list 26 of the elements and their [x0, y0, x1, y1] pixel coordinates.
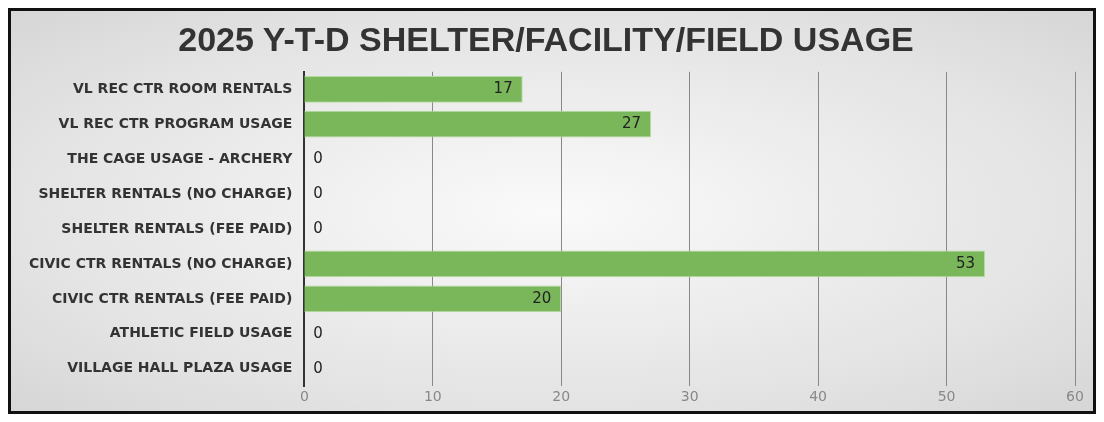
data-label: 0: [313, 358, 323, 377]
y-tick-label: VL REC CTR PROGRAM USAGE: [58, 114, 293, 131]
y-tick-label: SHELTER RENTALS (FEE PAID): [61, 219, 293, 236]
x-tick-label: 60: [1066, 388, 1084, 405]
y-tick-label: SHELTER RENTALS (NO CHARGE): [38, 184, 293, 201]
y-tick-label: VL REC CTR ROOM RENTALS: [72, 79, 293, 96]
chart-title: 2025 Y-T-D SHELTER/FACILITY/FIELD USAGE: [178, 19, 914, 58]
x-tick-label: 20: [552, 388, 571, 405]
x-tick-label: 50: [937, 388, 956, 405]
y-tick-label: VILLAGE HALL PLAZA USAGE: [67, 359, 293, 376]
data-label: 0: [313, 323, 323, 342]
data-label: 17: [493, 79, 513, 98]
data-label: 53: [956, 253, 976, 272]
data-label: 0: [313, 149, 323, 168]
data-label: 20: [532, 288, 552, 307]
x-tick-label: 40: [809, 388, 828, 405]
x-tick-label: 0: [299, 388, 309, 405]
y-tick-label: THE CAGE USAGE - ARCHERY: [67, 149, 294, 166]
y-tick-label: CIVIC CTR RENTALS (FEE PAID): [51, 289, 293, 306]
data-label: 0: [313, 183, 323, 202]
x-tick-label: 10: [423, 388, 442, 405]
y-tick-label: CIVIC CTR RENTALS (NO CHARGE): [29, 254, 293, 271]
y-tick-label: ATHLETIC FIELD USAGE: [109, 324, 293, 341]
x-tick-label: 30: [680, 388, 699, 405]
data-label: 0: [313, 218, 323, 237]
data-label: 27: [622, 114, 642, 133]
